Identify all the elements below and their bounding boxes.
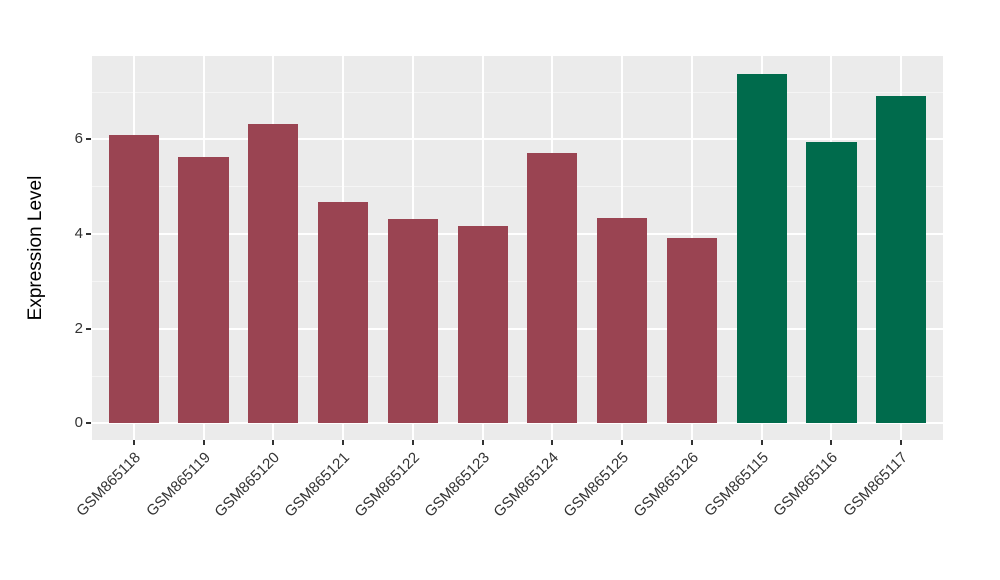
gridline-major — [92, 137, 943, 140]
gridline-minor — [92, 186, 943, 188]
gridline-major — [92, 327, 943, 330]
gridline-minor — [92, 91, 943, 93]
x-tick-mark — [481, 440, 484, 445]
x-tick-mark — [551, 440, 554, 445]
plot-panel — [92, 56, 943, 440]
bar — [527, 152, 578, 424]
bar — [597, 218, 648, 424]
x-tick-mark — [621, 440, 624, 445]
bar — [736, 74, 787, 424]
x-tick-mark — [411, 440, 414, 445]
y-tick-label: 2 — [74, 319, 83, 337]
bar — [178, 156, 229, 424]
y-tick-mark — [86, 232, 91, 235]
bar — [387, 219, 438, 424]
bar — [806, 141, 857, 424]
x-tick-mark — [900, 440, 903, 445]
bar — [318, 202, 369, 424]
y-tick-label: 0 — [74, 414, 83, 432]
gridline-minor — [92, 281, 943, 283]
x-tick-mark — [272, 440, 275, 445]
bar — [248, 124, 299, 424]
gridline-major — [92, 422, 943, 425]
bar — [457, 225, 508, 424]
x-tick-mark — [760, 440, 763, 445]
gridline-major — [92, 232, 943, 235]
x-tick-mark — [202, 440, 205, 445]
bar — [108, 135, 159, 424]
y-tick-mark — [86, 327, 91, 330]
x-tick-mark — [690, 440, 693, 445]
x-tick-mark — [830, 440, 833, 445]
x-tick-label: GSM865118 — [73, 449, 144, 520]
y-tick-label: 6 — [74, 129, 83, 147]
y-tick-label: 4 — [74, 224, 83, 242]
bar — [666, 237, 717, 424]
y-tick-mark — [86, 422, 91, 425]
x-tick-mark — [132, 440, 135, 445]
y-tick-mark — [86, 137, 91, 140]
bar — [876, 95, 927, 424]
x-tick-mark — [342, 440, 345, 445]
gridline-minor — [92, 376, 943, 377]
